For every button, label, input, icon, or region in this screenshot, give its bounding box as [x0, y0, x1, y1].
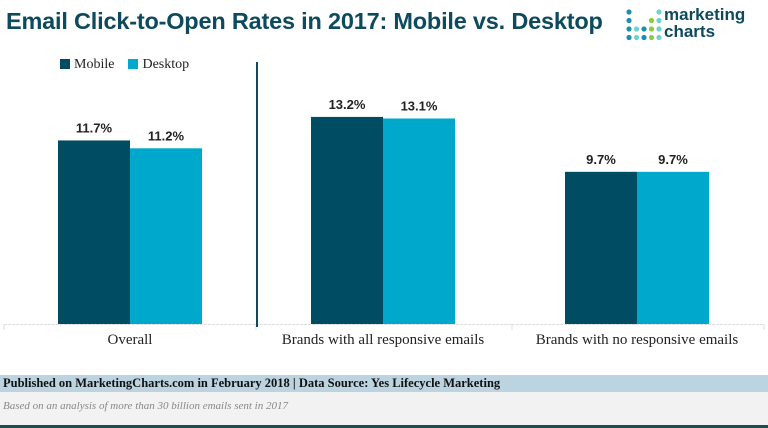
bar-mobile [58, 140, 130, 324]
legend-item-mobile: Mobile [60, 57, 114, 73]
data-label: 11.2% [148, 128, 185, 143]
marketingcharts-logo-icon [626, 9, 662, 41]
logo-text: marketing charts [664, 6, 745, 40]
legend-label: Mobile [74, 57, 115, 72]
logo-dot [656, 17, 662, 24]
category-label-all-responsive: Brands with all responsive emails [281, 332, 485, 348]
bar-chart: 11.7% 11.2% 13.2% 13.1% 9.7% 9.7% [3, 62, 765, 330]
legend-swatch-desktop [128, 59, 139, 69]
logo-dot [626, 9, 632, 15]
legend-swatch-mobile [60, 59, 70, 69]
logo-dot [648, 26, 655, 32]
data-label: 11.7% [76, 120, 113, 135]
logo-dot [626, 17, 632, 24]
legend: Mobile Desktop [60, 57, 189, 73]
logo-dot [626, 26, 632, 32]
footer-source: Published on MarketingCharts.com in Febr… [3, 376, 501, 390]
data-label: 9.7% [658, 152, 688, 167]
bar-desktop [130, 148, 202, 324]
footer-note-bar: Based on an analysis of more than 30 bil… [0, 392, 768, 428]
footer-note: Based on an analysis of more than 30 bil… [3, 400, 288, 412]
logo-dot [633, 26, 640, 32]
chart-title: Email Click-to-Open Rates in 2017: Mobil… [6, 8, 603, 34]
logo-line-2: charts [664, 22, 716, 41]
logo-line-1: marketing [664, 5, 746, 24]
data-label: 13.2% [329, 97, 366, 112]
footer-source-bar: Published on MarketingCharts.com in Febr… [0, 375, 768, 392]
data-label: 13.1% [401, 98, 438, 113]
logo-dot [656, 9, 662, 15]
logo-dot [633, 34, 640, 41]
category-label-no-responsive: Brands with no responsive emails [535, 332, 739, 348]
legend-item-desktop: Desktop [128, 57, 189, 73]
logo-dot [641, 34, 647, 41]
bar-mobile [311, 116, 383, 324]
bar-mobile [565, 171, 637, 324]
legend-label: Desktop [142, 57, 190, 72]
logo-dot [656, 26, 662, 32]
logo-dot [656, 34, 662, 41]
logo-dot [641, 26, 647, 32]
logo-dot [626, 34, 632, 41]
category-label-overall: Overall [107, 332, 153, 348]
bar-desktop [383, 118, 455, 325]
logo-dot [648, 34, 655, 41]
logo-dot [648, 17, 655, 24]
bar-desktop [637, 171, 709, 324]
data-label: 9.7% [586, 152, 616, 167]
